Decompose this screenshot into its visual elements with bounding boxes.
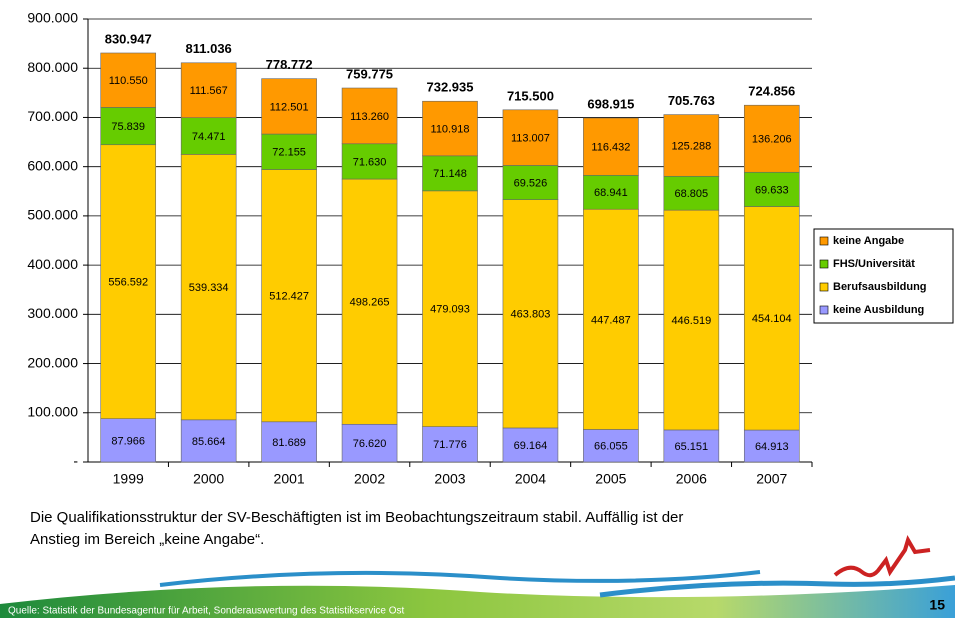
y-tick-label: 900.000 xyxy=(27,10,78,26)
value-label: 136.206 xyxy=(752,134,792,146)
value-label: 113.260 xyxy=(350,111,389,123)
legend-swatch xyxy=(820,260,828,268)
legend-swatch xyxy=(820,283,828,291)
value-label: 110.550 xyxy=(109,75,148,87)
value-label: 446.519 xyxy=(671,315,711,327)
value-label: 113.007 xyxy=(511,133,550,145)
legend-label: keine Angabe xyxy=(833,235,904,247)
value-label: 454.104 xyxy=(752,313,792,325)
value-label: 65.151 xyxy=(675,441,709,453)
y-tick-label: 100.000 xyxy=(27,403,78,419)
total-label: 732.935 xyxy=(427,80,474,95)
x-tick-label: 1999 xyxy=(113,471,144,487)
x-tick-label: 2007 xyxy=(756,471,787,487)
y-tick-label: 300.000 xyxy=(27,305,78,321)
y-tick-label: 500.000 xyxy=(27,207,78,223)
value-label: 447.487 xyxy=(591,314,631,326)
legend-label: keine Ausbildung xyxy=(833,304,924,316)
footer-wave xyxy=(160,572,760,585)
value-label: 69.164 xyxy=(514,440,548,452)
value-label: 69.633 xyxy=(755,184,789,196)
x-tick-label: 2005 xyxy=(595,471,626,487)
value-label: 539.334 xyxy=(189,282,229,294)
value-label: 81.689 xyxy=(272,437,306,449)
legend-swatch xyxy=(820,306,828,314)
total-label: 759.775 xyxy=(346,66,393,81)
legend-label: FHS/Universität xyxy=(833,258,915,270)
value-label: 512.427 xyxy=(269,291,309,303)
value-label: 64.913 xyxy=(755,441,789,453)
legend-swatch xyxy=(820,237,828,245)
caption: Anstieg im Bereich „keine Angabe“. xyxy=(30,531,264,548)
total-label: 724.856 xyxy=(748,84,795,99)
value-label: 68.941 xyxy=(594,187,628,199)
logo xyxy=(835,540,930,575)
page-number: 15 xyxy=(929,597,945,613)
value-label: 498.265 xyxy=(350,297,390,309)
value-label: 68.805 xyxy=(675,188,709,200)
value-label: 110.918 xyxy=(431,123,470,135)
x-tick-label: 2001 xyxy=(274,471,305,487)
total-label: 830.947 xyxy=(105,31,152,46)
value-label: 66.055 xyxy=(594,441,628,453)
total-label: 811.036 xyxy=(186,41,232,56)
value-label: 479.093 xyxy=(430,304,470,316)
total-label: 698.915 xyxy=(587,96,634,111)
x-tick-label: 2000 xyxy=(193,471,224,487)
total-label: 705.763 xyxy=(668,93,715,108)
slide: Die Qualifikationsstruktur der SV-Beschä… xyxy=(0,0,955,618)
value-label: 75.839 xyxy=(111,121,145,133)
x-tick-label: 2004 xyxy=(515,471,546,487)
value-label: 556.592 xyxy=(108,277,148,289)
source: Quelle: Statistik der Bundesagentur für … xyxy=(8,606,405,617)
legend-label: Berufsausbildung xyxy=(833,281,927,293)
y-tick-label: 600.000 xyxy=(27,157,78,173)
value-label: 463.803 xyxy=(511,309,551,321)
value-label: 116.432 xyxy=(591,142,630,154)
value-label: 71.148 xyxy=(433,168,467,180)
y-tick-label: - xyxy=(73,453,78,469)
y-tick-label: 200.000 xyxy=(27,354,78,370)
total-label: 778.772 xyxy=(266,57,313,72)
value-label: 85.664 xyxy=(192,436,226,448)
total-label: 715.500 xyxy=(507,88,554,103)
y-tick-label: 700.000 xyxy=(27,108,78,124)
value-label: 111.567 xyxy=(190,85,228,97)
x-tick-label: 2006 xyxy=(676,471,707,487)
caption: Die Qualifikationsstruktur der SV-Beschä… xyxy=(30,509,683,526)
value-label: 87.966 xyxy=(111,435,145,447)
value-label: 112.501 xyxy=(270,101,309,113)
chart: - 100.000 200.000 300.000 400.000 500.000 600.… xyxy=(27,10,953,487)
value-label: 69.526 xyxy=(514,177,548,189)
value-label: 71.630 xyxy=(353,156,387,168)
x-tick-label: 2003 xyxy=(434,471,465,487)
value-label: 74.471 xyxy=(192,131,226,143)
value-label: 76.620 xyxy=(353,438,387,450)
value-label: 125.288 xyxy=(671,140,711,152)
x-tick-label: 2002 xyxy=(354,471,385,487)
value-label: 72.155 xyxy=(272,147,306,159)
value-label: 71.776 xyxy=(433,439,467,451)
y-tick-label: 800.000 xyxy=(27,59,78,75)
y-tick-label: 400.000 xyxy=(27,256,78,272)
